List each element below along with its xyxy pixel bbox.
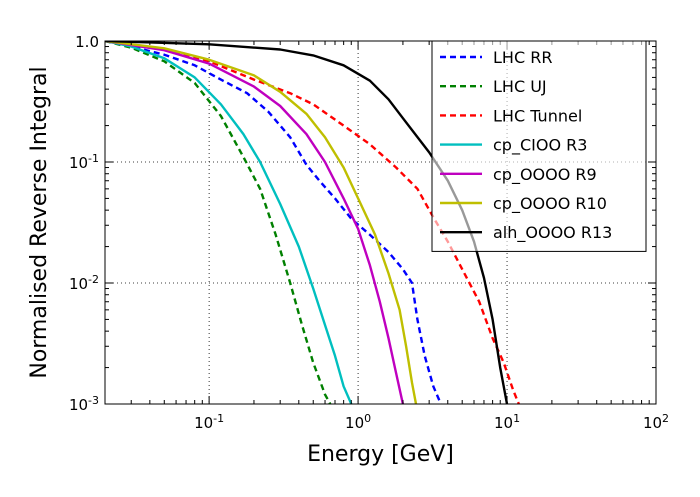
series-line-4 xyxy=(105,41,353,404)
series-line-7 xyxy=(105,41,509,404)
legend-label-1: LHC RR xyxy=(493,48,552,67)
x-tick-base: 10 xyxy=(494,414,513,432)
series-line-5 xyxy=(105,41,405,404)
y-tick-exponent: -3 xyxy=(88,394,99,407)
y-tick-label: 10-1 xyxy=(69,152,99,173)
series-line-3 xyxy=(105,41,520,404)
legend-label-4: cp_CIOO R3 xyxy=(493,136,587,156)
y-tick-base: 10 xyxy=(69,275,88,293)
x-tick-label: 100 xyxy=(345,412,371,433)
series-layer xyxy=(105,41,520,404)
x-tick-exponent: 0 xyxy=(364,412,371,425)
y-tick-base: 10 xyxy=(69,396,88,414)
x-tick-base: 10 xyxy=(345,414,364,432)
x-tick-exponent: 2 xyxy=(662,412,669,425)
x-tick-exponent: 1 xyxy=(513,412,520,425)
series-line-2 xyxy=(105,41,332,404)
series-line-6 xyxy=(105,41,418,404)
x-tick-base: 10 xyxy=(643,414,662,432)
y-tick-base: 1.0 xyxy=(75,33,99,51)
y-tick-label: 10-2 xyxy=(69,273,99,294)
x-tick-exponent: -1 xyxy=(213,412,224,425)
y-tick-label: 10-3 xyxy=(69,394,99,415)
legend-label-7: alh_OOOO R13 xyxy=(493,223,612,243)
y-tick-exponent: -2 xyxy=(88,273,99,286)
legend-box xyxy=(431,40,647,252)
y-axis-title: Normalised Reverse Integral xyxy=(27,66,52,378)
legend: LHC RR LHC UJ LHC Tunnel cp_CIOO R3 cp_OOOO … xyxy=(431,40,647,252)
x-tick-label: 101 xyxy=(494,412,520,433)
y-tick-base: 10 xyxy=(69,154,88,172)
legend-label-5: cp_OOOO R9 xyxy=(493,165,597,185)
x-axis-title: Energy [GeV] xyxy=(307,442,454,467)
x-tick-label: 102 xyxy=(643,412,669,433)
y-tick-exponent: -1 xyxy=(88,152,99,165)
series-line-1 xyxy=(105,41,443,404)
legend-label-2: LHC UJ xyxy=(493,77,547,96)
plot-frame xyxy=(104,40,657,405)
y-tick-label: 1.0 xyxy=(75,33,99,51)
x-tick-base: 10 xyxy=(194,414,213,432)
legend-label-3: LHC Tunnel xyxy=(493,106,582,125)
x-tick-label: 10-1 xyxy=(194,412,224,433)
legend-label-6: cp_OOOO R10 xyxy=(493,194,607,214)
